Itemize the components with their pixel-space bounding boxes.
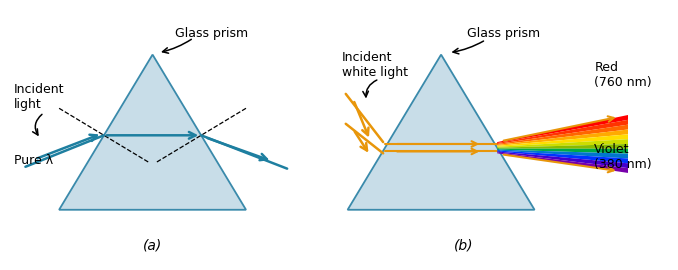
Text: Red
(760 nm): Red (760 nm) [595,61,652,89]
Polygon shape [497,139,628,148]
Polygon shape [497,115,628,143]
Polygon shape [59,55,246,210]
Polygon shape [497,149,628,154]
Polygon shape [497,152,628,173]
Polygon shape [348,55,534,210]
Text: (a): (a) [143,239,162,253]
Polygon shape [497,120,628,144]
Polygon shape [497,134,628,147]
Text: Incident
white light: Incident white light [342,51,408,79]
Text: Glass prism: Glass prism [467,26,540,40]
Text: Glass prism: Glass prism [175,26,248,40]
Polygon shape [497,150,628,163]
Polygon shape [497,151,628,168]
Polygon shape [497,130,628,146]
Text: Pure λ: Pure λ [14,154,54,167]
Polygon shape [497,144,628,149]
Text: (b): (b) [454,239,473,253]
Text: Violet
(380 nm): Violet (380 nm) [595,143,652,171]
Polygon shape [497,125,628,145]
Text: Incident
light: Incident light [14,83,64,111]
Polygon shape [497,150,628,158]
